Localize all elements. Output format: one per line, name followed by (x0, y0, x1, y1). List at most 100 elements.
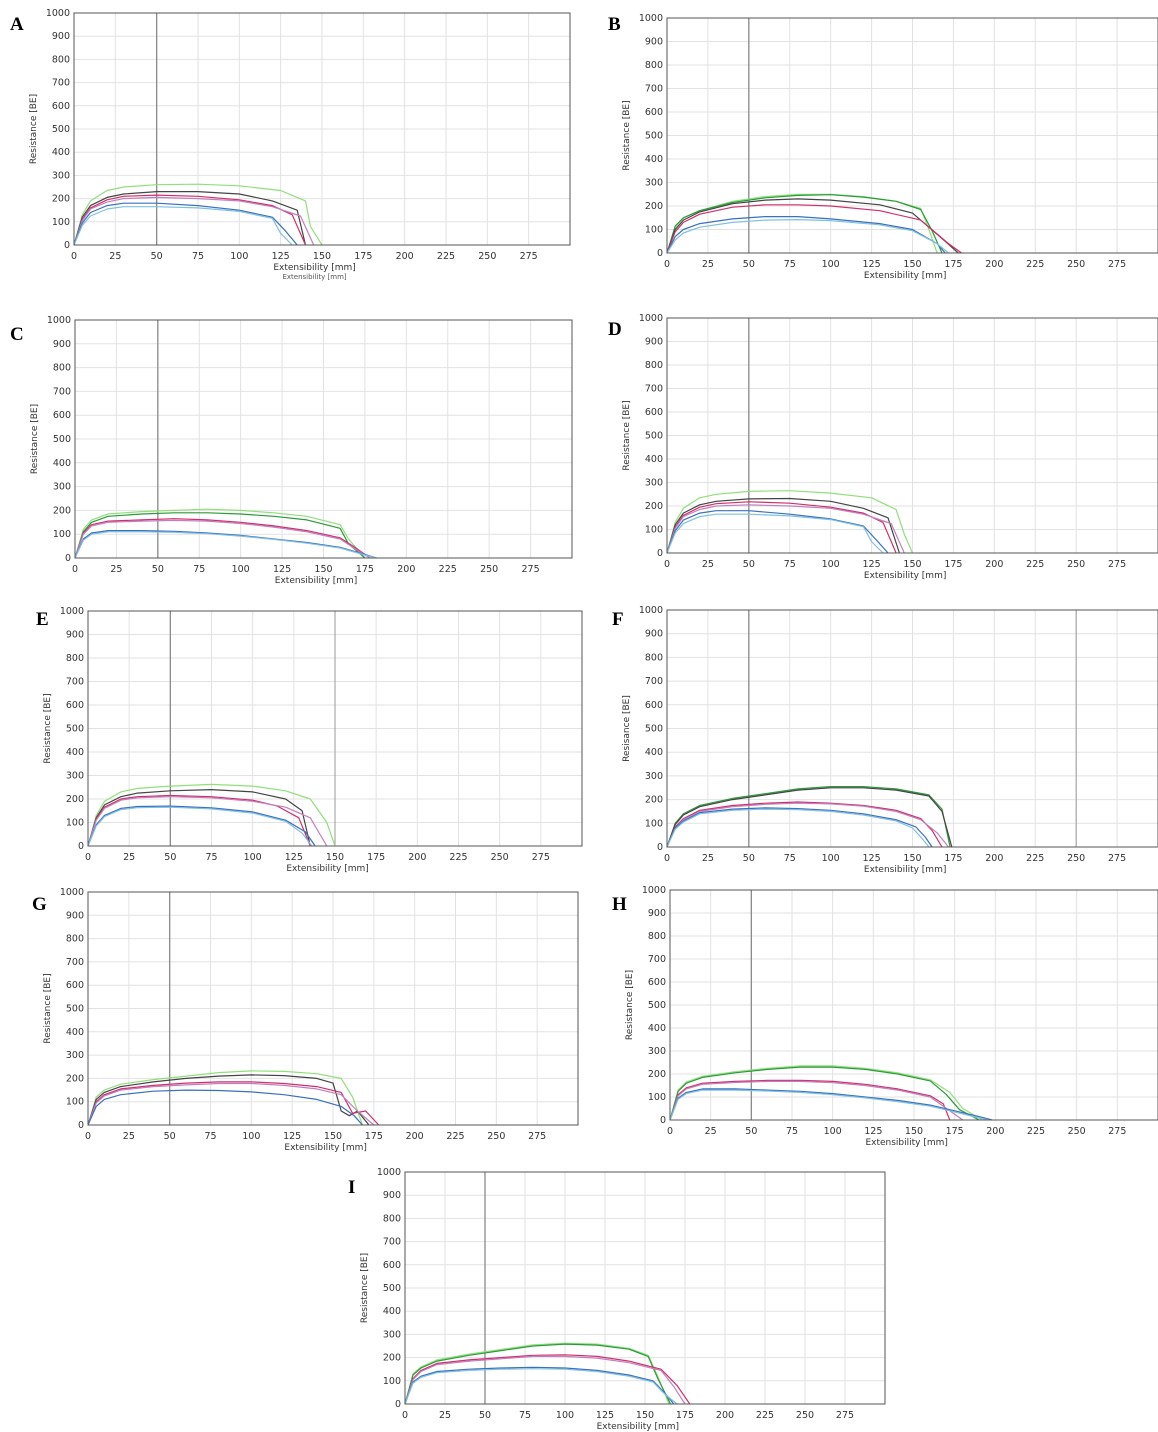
chart-i-panel-letter: I (348, 1177, 355, 1198)
chart-e-frame (87, 610, 583, 847)
chart-d-xtick-label: 250 (1067, 559, 1085, 570)
chart-h-ytick-label: 800 (648, 931, 666, 942)
chart-f-xtick-label: 100 (822, 853, 840, 864)
chart-g-ytick-label: 800 (66, 934, 84, 945)
chart-panel-f: F 0 100 200 300 400 500 600 700 800 900 1000 0 25 50 75… (590, 598, 1158, 883)
chart-f-series-6 (666, 808, 930, 848)
chart-a-xtick-label: 50 (151, 251, 163, 262)
chart-f-frame (666, 609, 1158, 848)
chart-h-xtick-label: 275 (1108, 1126, 1126, 1137)
chart-h-ytick-label: 900 (648, 908, 666, 919)
chart-a-series-5 (73, 202, 298, 246)
chart-panel-c: C 0 100 200 300 400 500 600 700 800 900 1000 0 25 50 75… (0, 305, 580, 595)
chart-c-series-2 (74, 512, 366, 559)
chart-e-panel-letter: E (36, 609, 49, 630)
chart-h-xtick-label: 100 (824, 1126, 842, 1137)
chart-f-xtick-label: 25 (702, 853, 714, 864)
chart-c-series-3 (74, 518, 371, 559)
chart-c-xtick-label: 0 (72, 564, 78, 575)
chart-d-ytick-label: 100 (645, 525, 663, 536)
chart-h: H 0 100 200 300 400 500 600 700 800 900 1000 0 25 50 75… (612, 885, 1158, 1148)
chart-i-xtick-label: 250 (796, 1410, 814, 1421)
chart-d-series-4 (666, 504, 905, 554)
chart-c-xtick-label: 125 (273, 564, 291, 575)
chart-h-ytick-label: 300 (648, 1046, 666, 1057)
chart-i-xtick-label: 75 (519, 1410, 531, 1421)
chart-g-xtick-label: 125 (283, 1131, 301, 1142)
chart-b-panel-letter: B (608, 14, 621, 35)
chart-c-xtick-label: 75 (193, 564, 205, 575)
chart-b-xtick-label: 25 (702, 259, 714, 270)
chart-h-series-6 (669, 1089, 989, 1121)
chart-d-xtick-label: 0 (664, 559, 670, 570)
chart-b-ytick-label: 1000 (639, 13, 663, 24)
chart-b-xtick-label: 225 (1026, 259, 1044, 270)
chart-d-ytick-label: 900 (645, 337, 663, 348)
chart-d-panel-letter: D (608, 319, 622, 340)
chart-b-xtick-label: 100 (822, 259, 840, 270)
chart-f-x-axis-label: Extensibility [mm] (864, 865, 946, 875)
chart-f-xtick-label: 75 (784, 853, 796, 864)
chart-b-xtick-label: 125 (863, 259, 881, 270)
chart-g-ytick-label: 200 (66, 1073, 84, 1084)
chart-d-ytick-label: 600 (645, 407, 663, 418)
chart-h-xtick-label: 0 (667, 1126, 673, 1137)
chart-d-x-axis-label: Extensibility [mm] (864, 571, 946, 581)
chart-d-series-6 (666, 513, 884, 554)
chart-e-xtick-label: 75 (205, 852, 217, 863)
chart-b-ytick-label: 200 (645, 201, 663, 212)
chart-e-ytick-label: 0 (78, 841, 84, 852)
chart-f-ytick-label: 900 (645, 629, 663, 640)
chart-i-ytick-label: 300 (383, 1329, 401, 1340)
chart-b-xtick-label: 200 (985, 259, 1003, 270)
chart-d-ytick-label: 700 (645, 384, 663, 395)
chart-c-ytick-label: 400 (53, 458, 71, 469)
chart-i-xtick-label: 175 (676, 1410, 694, 1421)
chart-a-x-axis-label-secondary: Extensibility [mm] (282, 273, 346, 281)
chart-g-series-1 (87, 1070, 363, 1126)
chart-h-ytick-label: 0 (660, 1115, 666, 1126)
chart-b-xtick-label: 0 (664, 259, 670, 270)
chart-b-y-axis-label: Resistance [BE] (622, 100, 632, 170)
chart-d-frame (666, 317, 1158, 554)
chart-a-xtick-label: 75 (192, 251, 204, 262)
chart-f-series-3 (666, 801, 943, 848)
chart-e-ytick-label: 600 (66, 700, 84, 711)
chart-f-xtick-label: 0 (664, 853, 670, 864)
chart-a-ytick-label: 900 (52, 31, 70, 42)
chart-g-ytick-label: 500 (66, 1004, 84, 1015)
chart-b-ytick-label: 900 (645, 37, 663, 48)
chart-a-series-1 (73, 183, 323, 246)
chart-i-ytick-label: 0 (395, 1399, 401, 1410)
chart-e-xtick-label: 25 (123, 852, 135, 863)
chart-a-xtick-label: 125 (272, 251, 290, 262)
chart-f-xtick-label: 125 (863, 853, 881, 864)
chart-i-ytick-label: 800 (383, 1213, 401, 1224)
chart-d-xtick-label: 175 (944, 559, 962, 570)
chart-h-xtick-label: 250 (1068, 1126, 1086, 1137)
chart-a-ytick-label: 400 (52, 147, 70, 158)
chart-a-ytick-label: 800 (52, 54, 70, 65)
chart-b-xtick-label: 175 (944, 259, 962, 270)
chart-d: D 0 100 200 300 400 500 600 700 800 900 1000 0 25 50 75… (608, 313, 1158, 581)
chart-c-ytick-label: 300 (53, 482, 71, 493)
chart-e-ytick-label: 1000 (60, 606, 84, 617)
chart-g-xtick-label: 275 (528, 1131, 546, 1142)
chart-panel-i: I 0 100 200 300 400 500 600 700 800 900 1000 0 25 50 75… (340, 1160, 900, 1432)
chart-b-ytick-label: 0 (657, 248, 663, 259)
chart-d-ytick-label: 800 (645, 360, 663, 371)
chart-f-xtick-label: 250 (1067, 853, 1085, 864)
chart-f-ytick-label: 300 (645, 771, 663, 782)
chart-d-ytick-label: 1000 (639, 313, 663, 324)
chart-h-ytick-label: 400 (648, 1023, 666, 1034)
chart-f-ytick-label: 700 (645, 676, 663, 687)
chart-g-ytick-label: 900 (66, 910, 84, 921)
chart-c-series-5 (74, 530, 377, 559)
chart-g: G 0 100 200 300 400 500 600 700 800 900 1000 0 25 50 75… (32, 887, 579, 1153)
chart-d-ytick-label: 200 (645, 501, 663, 512)
chart-f-xtick-label: 225 (1026, 853, 1044, 864)
chart-f-series-4 (666, 802, 949, 848)
chart-d-ytick-label: 0 (657, 548, 663, 559)
chart-c-ytick-label: 500 (53, 434, 71, 445)
chart-i-series-5 (404, 1366, 675, 1405)
